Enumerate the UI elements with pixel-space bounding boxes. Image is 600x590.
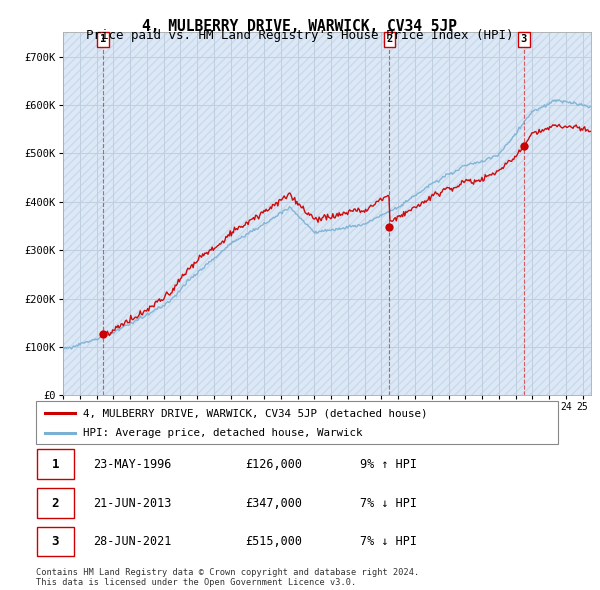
- Text: £515,000: £515,000: [245, 535, 302, 548]
- Text: 3: 3: [52, 535, 59, 548]
- Text: 1: 1: [52, 458, 59, 471]
- FancyBboxPatch shape: [37, 450, 74, 479]
- FancyBboxPatch shape: [36, 401, 558, 444]
- Text: 4, MULBERRY DRIVE, WARWICK, CV34 5JP: 4, MULBERRY DRIVE, WARWICK, CV34 5JP: [143, 19, 458, 34]
- Text: 23-MAY-1996: 23-MAY-1996: [94, 458, 172, 471]
- Text: 28-JUN-2021: 28-JUN-2021: [94, 535, 172, 548]
- Text: 7% ↓ HPI: 7% ↓ HPI: [359, 497, 416, 510]
- FancyBboxPatch shape: [37, 489, 74, 518]
- Text: 21-JUN-2013: 21-JUN-2013: [94, 497, 172, 510]
- Text: 2: 2: [52, 497, 59, 510]
- Text: 1: 1: [100, 34, 106, 44]
- Text: Contains HM Land Registry data © Crown copyright and database right 2024.
This d: Contains HM Land Registry data © Crown c…: [36, 568, 419, 587]
- Text: 4, MULBERRY DRIVE, WARWICK, CV34 5JP (detached house): 4, MULBERRY DRIVE, WARWICK, CV34 5JP (de…: [83, 408, 427, 418]
- Text: 2: 2: [386, 34, 392, 44]
- Text: 7% ↓ HPI: 7% ↓ HPI: [359, 535, 416, 548]
- Text: HPI: Average price, detached house, Warwick: HPI: Average price, detached house, Warw…: [83, 428, 362, 438]
- Text: 9% ↑ HPI: 9% ↑ HPI: [359, 458, 416, 471]
- Text: Price paid vs. HM Land Registry's House Price Index (HPI): Price paid vs. HM Land Registry's House …: [86, 30, 514, 42]
- FancyBboxPatch shape: [37, 527, 74, 556]
- Text: 3: 3: [521, 34, 527, 44]
- Text: £347,000: £347,000: [245, 497, 302, 510]
- Text: £126,000: £126,000: [245, 458, 302, 471]
